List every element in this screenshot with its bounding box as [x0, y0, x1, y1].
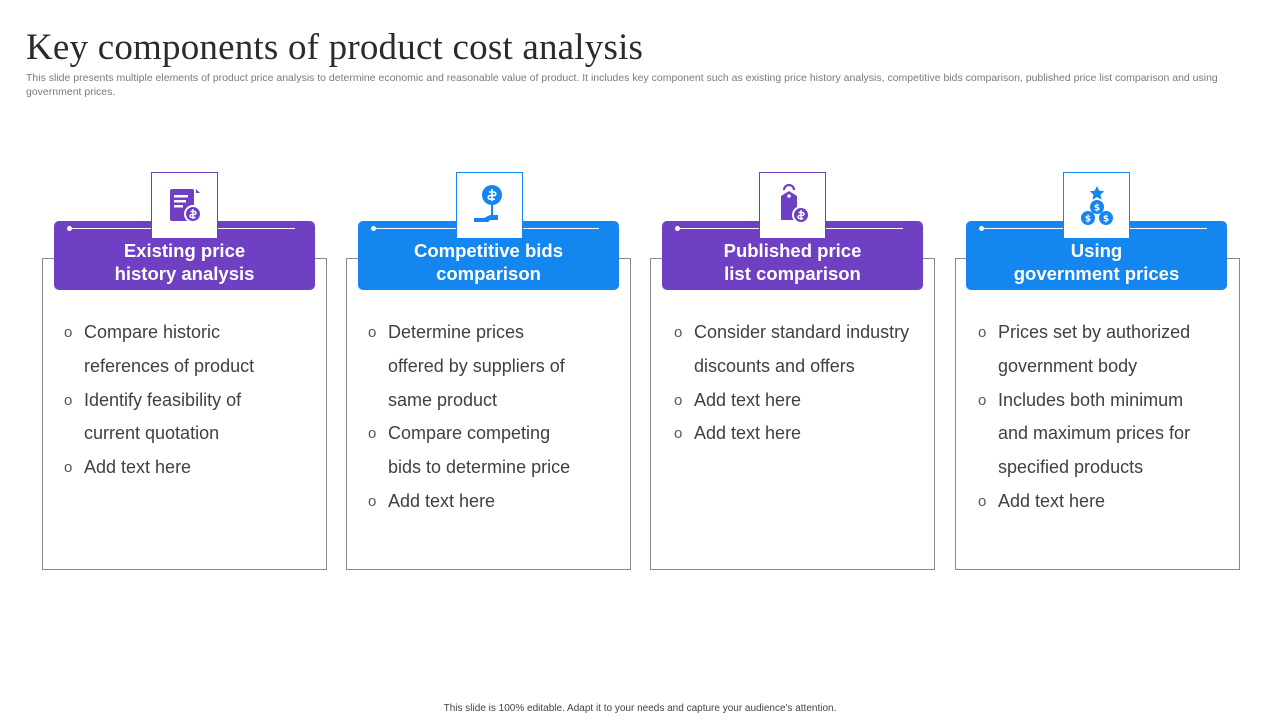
- bullet-list: o Compare historic references of product o…: [64, 316, 254, 485]
- bullet-item: o Add text here: [978, 485, 1190, 519]
- bullet-text: Add text here: [694, 389, 802, 410]
- bullet-text: Compare historic references of product: [84, 322, 255, 376]
- bullet-marker: o: [674, 391, 683, 409]
- bullet-marker: o: [978, 324, 987, 341]
- bullet-text: Compare competing bids to determine pric…: [388, 423, 571, 478]
- price-tag-dollar-icon: [780, 183, 810, 224]
- card-heading: Using government prices: [1013, 239, 1180, 284]
- card-competitive-bids: [346, 258, 631, 570]
- icon-box: [456, 172, 523, 239]
- bullet-list: o Prices set by authorized government bod…: [978, 316, 1190, 519]
- bullet-marker: o: [674, 425, 683, 443]
- bullet-item: o Prices set by authorized government bod…: [978, 316, 1190, 384]
- invoice-receipt-icon: [169, 188, 202, 223]
- page-subtitle: This slide presents multiple elements of…: [26, 72, 1218, 98]
- header-dot: [67, 226, 72, 231]
- bullet-item: o Includes both minimum and maximum price…: [978, 384, 1190, 485]
- card-heading: Published price list comparison: [723, 239, 862, 284]
- card-existing-price: [42, 258, 327, 570]
- bullet-list: o Determine prices offered by suppliers o…: [368, 316, 570, 519]
- card-heading: Competitive bids comparison: [413, 239, 564, 284]
- card-government-prices: [955, 258, 1240, 570]
- page-title: Key components of product cost analysis: [26, 27, 644, 68]
- bullet-text: Identify feasibility of current quotatio…: [84, 389, 242, 444]
- svg-text:$: $: [1084, 214, 1090, 224]
- bullet-item: o Add text here: [64, 451, 254, 485]
- icon-box: [759, 172, 826, 239]
- bullet-marker: o: [368, 425, 377, 443]
- bullet-marker: o: [674, 324, 683, 341]
- card-published-price: [650, 258, 935, 570]
- bullet-item: o Add text here: [674, 384, 909, 418]
- svg-text:$: $: [1093, 203, 1099, 213]
- bullet-list: o Consider standard industry discounts an…: [674, 316, 909, 451]
- header-dot: [371, 226, 376, 231]
- bullet-item: o Add text here: [368, 485, 570, 519]
- bullet-marker: o: [64, 459, 73, 477]
- bullet-item: o Add text here: [674, 417, 909, 451]
- bullet-item: o Identify feasibility of current quotati…: [64, 384, 254, 452]
- svg-text:$: $: [1102, 214, 1108, 224]
- bullet-marker: o: [64, 391, 73, 409]
- card-heading: Existing price history analysis: [114, 239, 255, 284]
- bullet-text: Consider standard industry discounts and…: [694, 322, 910, 376]
- icon-box: $ $ $: [1063, 172, 1130, 239]
- footer-note: This slide is 100% editable. Adapt it to…: [443, 703, 837, 714]
- bullet-marker: o: [978, 391, 987, 409]
- bullet-item: o Consider standard industry discounts an…: [674, 316, 909, 384]
- bullet-marker: o: [64, 324, 73, 341]
- bullet-text: Determine prices offered by suppliers of…: [388, 322, 565, 410]
- bullet-marker: o: [368, 324, 377, 341]
- bullet-item: o Compare competing bids to determine pri…: [368, 417, 570, 485]
- bullet-item: o Determine prices offered by suppliers o…: [368, 316, 570, 417]
- header-dot: [979, 226, 984, 231]
- government-coins-icon: $ $ $: [1080, 185, 1113, 225]
- bullet-item: o Compare historic references of product: [64, 316, 254, 384]
- bullet-text: Add text here: [388, 490, 496, 511]
- bullet-text: Prices set by authorized government body: [998, 322, 1191, 376]
- icon-box: [151, 172, 218, 239]
- bullet-marker: o: [368, 492, 377, 510]
- header-dot: [675, 226, 680, 231]
- bullet-text: Includes both minimum and maximum prices…: [998, 389, 1191, 478]
- bullet-text: Add text here: [84, 457, 192, 478]
- hand-holding-dollar-icon: [473, 184, 502, 222]
- bullet-text: Add text here: [694, 423, 802, 444]
- bullet-marker: o: [978, 492, 987, 510]
- bullet-text: Add text here: [998, 490, 1106, 511]
